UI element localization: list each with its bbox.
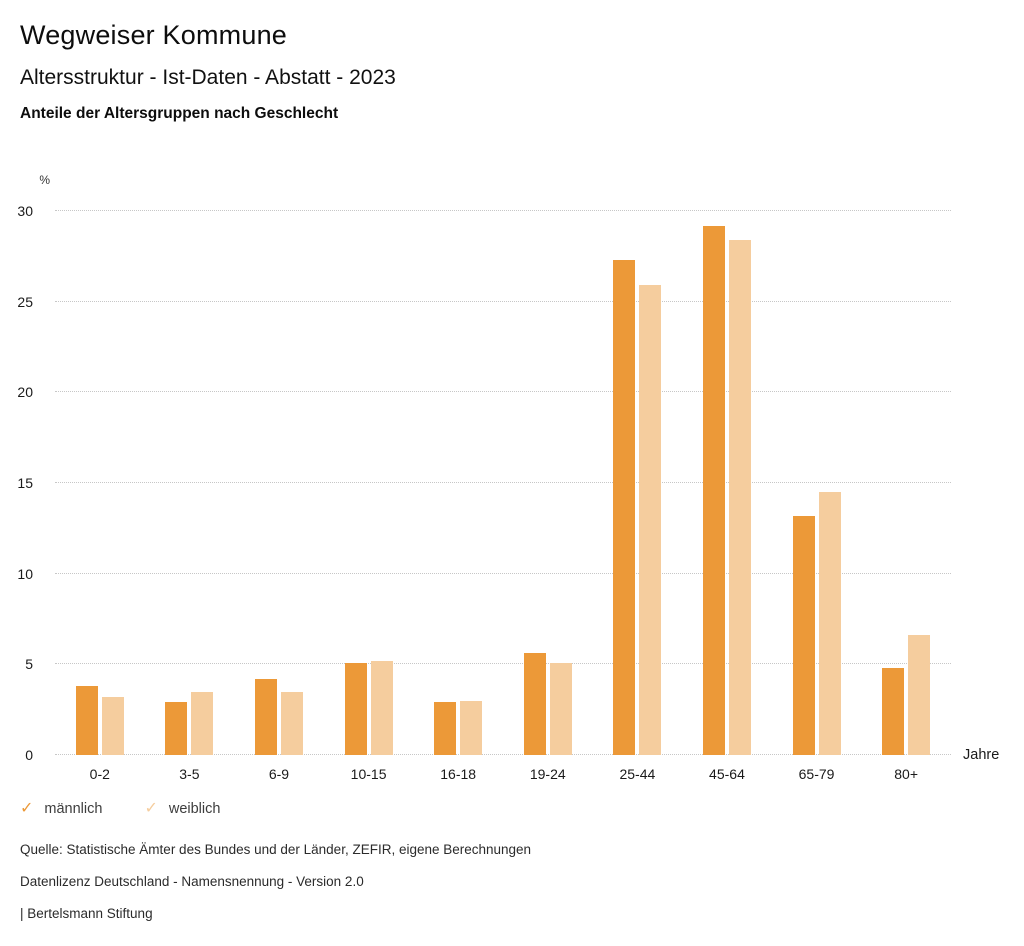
x-tick-label-65-79: 65-79 [798, 766, 835, 782]
legend-item-maennlich[interactable]: ✓ männlich [20, 800, 103, 818]
plot-area: % 0 5 10 15 20 25 30 0-2 3-5 6-9 10-15 16-18 19-24 2… [17, 173, 999, 782]
x-axis-labels: 0-2 3-5 6-9 10-15 16-18 19-24 25-44 45-64 65-79 8… [55, 766, 951, 782]
x-tick-label-6-9: 6-9 [268, 766, 290, 782]
x-tick-label-16-18: 16-18 [440, 766, 477, 782]
x-tick-label-19-24: 19-24 [529, 766, 566, 782]
bar-group-65-79 [772, 211, 862, 755]
chart-description: Anteile der Altersgruppen nach Geschlech… [20, 105, 339, 122]
x-tick-label-10-15: 10-15 [350, 766, 387, 782]
gridline-15 [55, 482, 951, 483]
bar-maennlich-25-44[interactable] [613, 259, 636, 755]
bar-weiblich-16-18[interactable] [460, 700, 483, 755]
legend-item-weiblich[interactable]: ✓ weiblich [144, 800, 221, 818]
bar-weiblich-25-44[interactable] [639, 285, 662, 755]
bar-weiblich-45-64[interactable] [728, 240, 751, 755]
footer: Quelle: Statistische Ämter des Bundes un… [20, 842, 531, 938]
x-tick-label-3-5: 3-5 [179, 766, 200, 782]
legend: ✓ männlich ✓ weiblich [20, 800, 221, 818]
bar-maennlich-6-9[interactable] [254, 678, 277, 755]
bar-group-19-24 [503, 211, 593, 755]
legend-label: männlich [44, 801, 103, 817]
bar-group-10-15 [324, 211, 414, 755]
x-tick-label-80plus: 80+ [894, 766, 919, 782]
bar-weiblich-10-15[interactable] [370, 660, 393, 755]
y-axis-unit-label: % [39, 173, 50, 187]
chart-title: Altersstruktur - Ist-Daten - Abstatt - 2… [20, 66, 396, 89]
y-tick-label-10: 10 [17, 565, 33, 582]
y-tick-label-15: 15 [17, 475, 33, 491]
bar-weiblich-3-5[interactable] [191, 691, 214, 755]
page-title: Wegweiser Kommune [20, 20, 288, 50]
bar-weiblich-0-2[interactable] [101, 696, 124, 755]
bar-weiblich-65-79[interactable] [818, 492, 841, 755]
gridline-30 [55, 210, 951, 211]
bar-group-16-18 [413, 211, 503, 755]
y-tick-label-25: 25 [17, 293, 33, 310]
y-tick-label-20: 20 [17, 384, 33, 401]
bar-maennlich-19-24[interactable] [523, 653, 546, 755]
gridline-25 [55, 300, 951, 302]
bar-maennlich-45-64[interactable] [702, 225, 725, 755]
bar-weiblich-6-9[interactable] [280, 691, 303, 755]
bar-group-25-44 [593, 211, 683, 755]
bar-group-0-2 [55, 211, 145, 755]
checkmark-icon: ✓ [144, 800, 158, 817]
x-axis-unit-label: Jahre [963, 747, 1000, 763]
bar-groups [55, 211, 951, 755]
gridline-20 [55, 391, 951, 393]
x-tick-label-45-64: 45-64 [709, 766, 745, 782]
bar-maennlich-80plus[interactable] [882, 667, 905, 755]
legend-label: weiblich [168, 801, 221, 817]
bar-group-80plus [861, 211, 951, 755]
bar-weiblich-80plus[interactable] [908, 635, 931, 755]
bar-maennlich-10-15[interactable] [344, 662, 367, 755]
bar-maennlich-0-2[interactable] [75, 686, 98, 755]
license-note: Datenlizenz Deutschland - Namensnennung … [20, 874, 364, 889]
bar-maennlich-16-18[interactable] [434, 702, 457, 755]
source-note: Quelle: Statistische Ämter des Bundes un… [20, 842, 532, 857]
bar-group-45-64 [682, 211, 772, 755]
attribution-note: | Bertelsmann Stiftung [20, 906, 153, 921]
bar-group-3-5 [145, 211, 235, 755]
y-tick-label-5: 5 [25, 656, 33, 673]
bar-maennlich-3-5[interactable] [165, 702, 188, 755]
y-tick-label-30: 30 [17, 203, 33, 219]
bar-maennlich-65-79[interactable] [792, 515, 815, 755]
gridline-10 [55, 572, 951, 574]
bar-group-6-9 [234, 211, 324, 755]
x-tick-label-25-44: 25-44 [619, 766, 656, 782]
gridline-0 [55, 754, 951, 755]
gridline-5 [55, 663, 951, 665]
y-tick-label-0: 0 [25, 747, 33, 763]
checkmark-icon: ✓ [20, 800, 34, 817]
x-tick-label-0-2: 0-2 [89, 766, 110, 782]
bar-weiblich-19-24[interactable] [549, 662, 572, 755]
